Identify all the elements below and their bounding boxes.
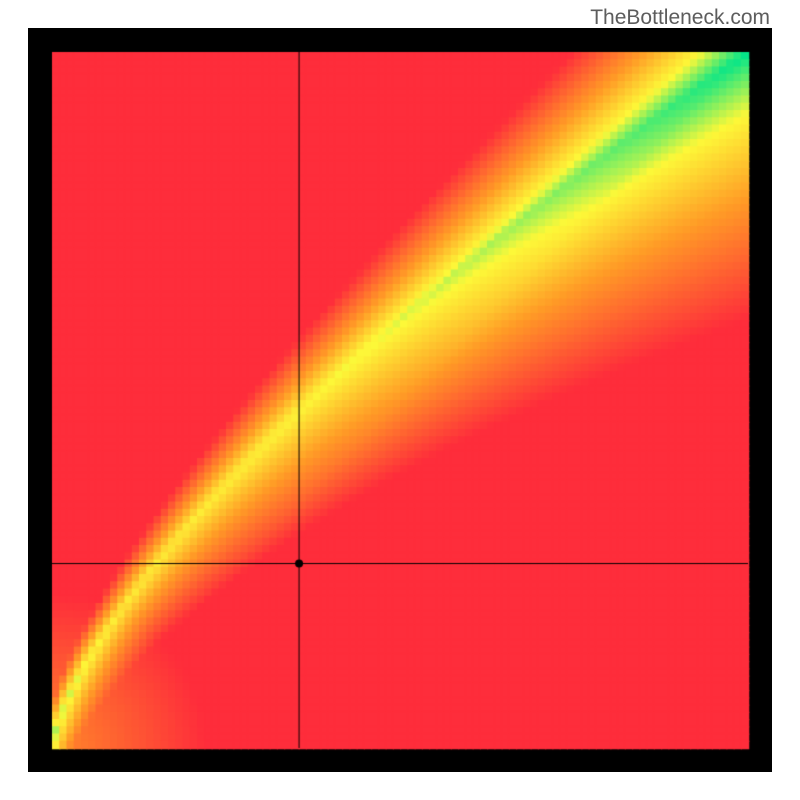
- chart-frame: [28, 28, 772, 772]
- chart-container: TheBottleneck.com: [0, 0, 800, 800]
- bottleneck-heatmap: [28, 28, 772, 772]
- watermark-text: TheBottleneck.com: [590, 6, 770, 30]
